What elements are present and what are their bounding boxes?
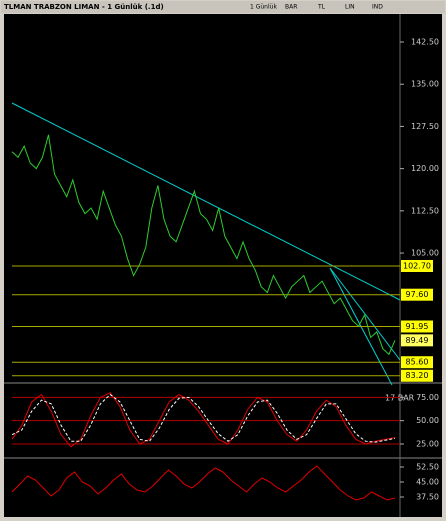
y-tick-label: 25.00 <box>416 440 439 449</box>
level-label: 83.20 <box>406 371 429 380</box>
level-label-box <box>401 288 433 301</box>
level-label: 91.95 <box>406 322 429 331</box>
toolbar-item[interactable]: TL <box>317 4 326 11</box>
y-tick-label: 52.50 <box>416 463 439 472</box>
annotation: 17 BAR <box>385 394 415 403</box>
trend-line <box>329 267 401 361</box>
level-label: 97.60 <box>406 290 429 299</box>
y-tick-label: 142.50 <box>411 38 439 47</box>
last-value-label: 89.49 <box>406 336 429 345</box>
window-title: TLMAN TRABZON LIMAN - 1 Günlük (.1d) <box>4 3 164 11</box>
series-line <box>11 465 396 501</box>
level-label-box <box>401 259 433 272</box>
y-tick-label: 135.00 <box>411 80 439 89</box>
y-tick-label: 50.00 <box>416 416 439 425</box>
level-label-box <box>401 356 433 369</box>
level-label: 85.60 <box>406 358 429 367</box>
y-tick-label: 45.00 <box>416 478 439 487</box>
y-tick-label: 75.00 <box>416 393 439 402</box>
toolbar-item[interactable]: LIN <box>345 4 355 11</box>
series-line <box>11 134 396 356</box>
y-tick-label: 105.00 <box>411 249 439 258</box>
toolbar-item[interactable]: BAR <box>285 4 297 11</box>
y-tick-label: 120.00 <box>411 164 439 173</box>
level-label-box <box>401 320 433 333</box>
title-bar <box>1 1 445 13</box>
y-tick-label: 37.50 <box>416 493 439 502</box>
level-label: 102.70 <box>403 261 431 270</box>
y-tick-label: 112.50 <box>411 206 439 215</box>
y-tick-label: 127.50 <box>411 122 439 131</box>
level-label-box <box>401 369 433 382</box>
trend-line <box>11 102 401 301</box>
last-value-box <box>401 334 433 347</box>
toolbar-item[interactable]: 1 Günlük <box>250 4 277 11</box>
series-line <box>11 393 396 443</box>
toolbar-item[interactable]: IND <box>372 4 383 11</box>
